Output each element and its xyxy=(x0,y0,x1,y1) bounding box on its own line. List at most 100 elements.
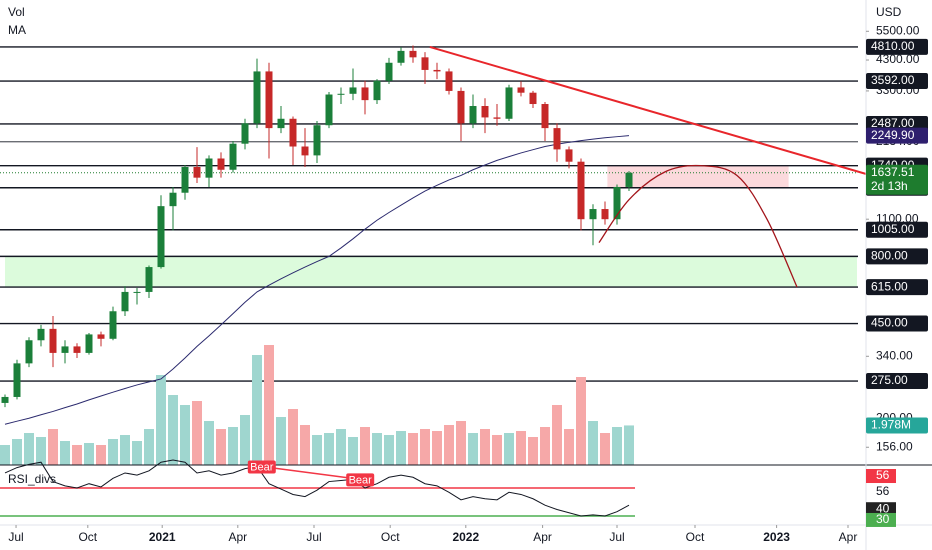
candle-body xyxy=(577,161,585,220)
volume-bar xyxy=(24,433,34,465)
main-pane xyxy=(0,45,866,465)
volume-bar xyxy=(360,427,370,465)
candle-body xyxy=(409,50,417,58)
level-label-box xyxy=(866,73,928,90)
volume-bar xyxy=(12,439,22,465)
candle-body xyxy=(157,206,165,268)
candle-body xyxy=(97,334,105,339)
volume-bar xyxy=(456,421,466,465)
countdown: 2d 13h xyxy=(871,179,908,193)
candle-body xyxy=(61,346,69,353)
candle-body xyxy=(553,128,561,150)
volume-bar xyxy=(396,431,406,465)
volume-bar xyxy=(144,429,154,465)
volume-bar xyxy=(564,429,574,465)
y-tick-label: 156.00 xyxy=(876,439,913,453)
candle-body xyxy=(517,87,525,93)
volume-bar xyxy=(204,421,214,465)
divergence-line xyxy=(261,465,361,481)
candle-body xyxy=(373,80,381,101)
volume-bar xyxy=(156,375,166,465)
candle-body xyxy=(229,143,237,170)
volume-bar xyxy=(36,437,46,465)
x-tick-label: Apr xyxy=(228,530,247,544)
volume-bar xyxy=(108,439,118,465)
candle-body xyxy=(589,209,597,220)
candle-body xyxy=(217,158,225,170)
volume-bar xyxy=(444,425,454,465)
zone xyxy=(607,165,789,188)
candle-body xyxy=(49,328,57,353)
candle-body xyxy=(469,106,477,124)
candle-body xyxy=(481,106,489,118)
last-price-label: 1637.51 xyxy=(871,165,915,179)
volume-bar xyxy=(612,427,622,465)
level-label: 615.00 xyxy=(871,279,908,293)
trendline xyxy=(429,45,866,175)
candle-body xyxy=(457,90,465,124)
level-label-box xyxy=(866,315,928,332)
candle-body xyxy=(493,117,501,119)
candle-body xyxy=(121,291,129,312)
candle-body xyxy=(205,158,213,178)
level-label: 275.00 xyxy=(871,373,908,387)
rsi-tick-label: 30 xyxy=(876,512,890,526)
candle-body xyxy=(397,50,405,63)
candle-body xyxy=(277,118,285,129)
candle-body xyxy=(253,71,261,124)
candle-body xyxy=(301,146,309,156)
volume-value-label-box xyxy=(866,417,928,434)
volume-bar xyxy=(96,445,106,465)
volume-bar xyxy=(252,355,262,465)
ma-label: MA xyxy=(8,23,26,37)
level-label: 450.00 xyxy=(871,316,908,330)
candle-body xyxy=(337,93,345,95)
candle-body xyxy=(73,346,81,353)
volume-bar xyxy=(72,445,82,465)
candle-body xyxy=(1,396,9,403)
candle-body xyxy=(133,291,141,293)
candle-body xyxy=(445,71,453,91)
volume-bar xyxy=(408,433,418,465)
candle-body xyxy=(265,71,273,129)
level-label-box xyxy=(866,248,928,265)
volume-bar xyxy=(60,441,70,465)
volume-bar xyxy=(168,395,178,465)
volume-bar xyxy=(552,405,562,465)
candle-body xyxy=(181,167,189,193)
currency: USD xyxy=(876,5,902,19)
volume-bar xyxy=(432,431,442,465)
x-tick-label: Oct xyxy=(381,530,400,544)
y-tick-label: 5500.00 xyxy=(876,23,920,37)
volume-bar xyxy=(132,441,142,465)
candle-body xyxy=(613,186,621,220)
candle-body xyxy=(325,94,333,126)
volume-bar xyxy=(84,443,94,465)
volume-bar xyxy=(240,415,250,465)
candle-body xyxy=(421,57,429,70)
volume-bar xyxy=(384,435,394,465)
candle-body xyxy=(385,62,393,81)
y-tick-label: 340.00 xyxy=(876,348,913,362)
x-tick-label: Oct xyxy=(78,530,97,544)
rsi-tick-box xyxy=(866,469,896,484)
rsi-tick-label: 56 xyxy=(876,468,890,482)
volume-bar xyxy=(0,445,10,465)
volume-bar xyxy=(492,435,502,465)
ma-value-label: 2249.90 xyxy=(871,128,915,142)
volume-bar xyxy=(180,405,190,465)
volume-bar xyxy=(624,425,634,465)
annotation: Bear xyxy=(250,461,274,473)
candle-body xyxy=(361,87,369,101)
level-label: 2487.00 xyxy=(871,116,915,130)
volume-bar xyxy=(468,433,478,465)
rsi-tick-box xyxy=(866,512,896,527)
annotation: Bear xyxy=(349,474,373,486)
volume-bar xyxy=(264,345,274,465)
rsi-tick-box xyxy=(866,502,896,517)
level-label-box xyxy=(866,221,928,238)
y-tick-label: 4300.00 xyxy=(876,52,920,66)
x-tick-label: Apr xyxy=(839,530,858,544)
moving-average xyxy=(4,135,630,425)
volume-bar xyxy=(600,433,610,465)
